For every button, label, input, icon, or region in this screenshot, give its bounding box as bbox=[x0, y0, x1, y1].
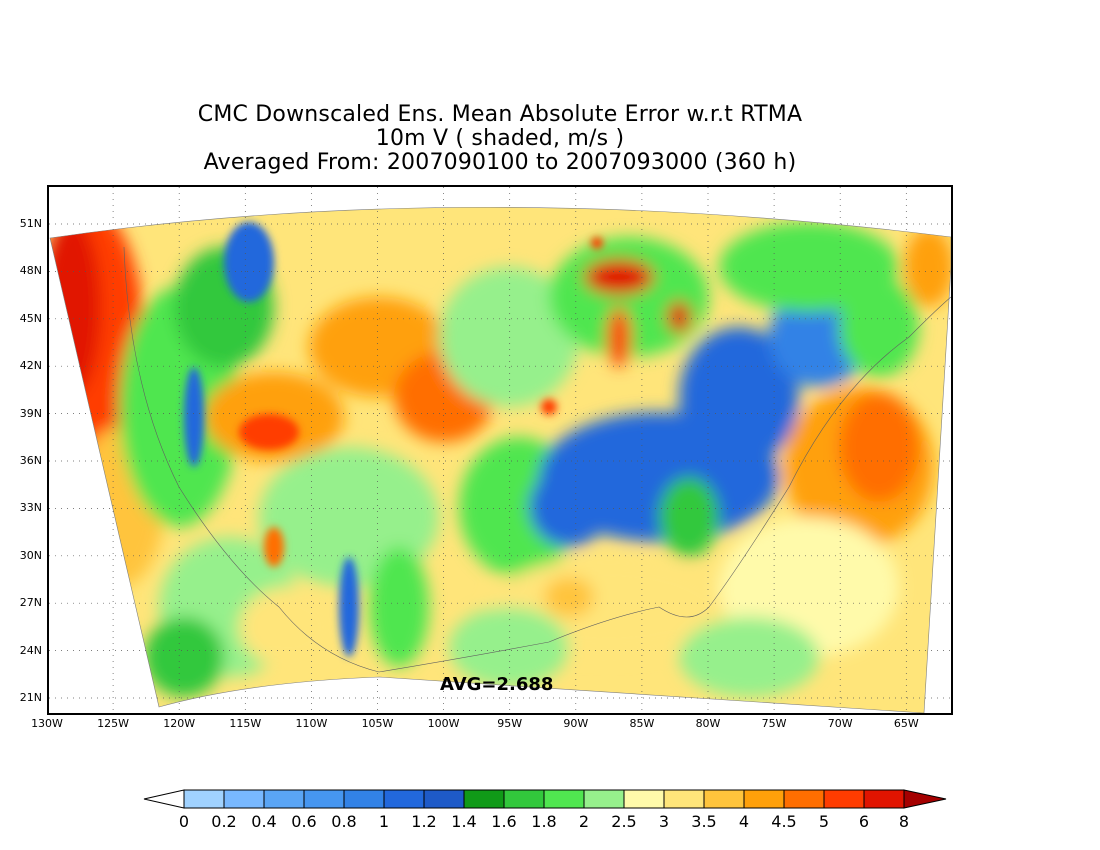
colorbar-level-label: 1 bbox=[378, 812, 390, 831]
colorbar-over-triangle bbox=[903, 789, 947, 809]
lon-tick-label: 125W bbox=[97, 717, 130, 730]
colorbar bbox=[143, 789, 947, 809]
colorbar-level-label: 0.2 bbox=[211, 812, 237, 831]
colorbar-level-label: 5 bbox=[818, 812, 830, 831]
east-gulf-coastline bbox=[378, 296, 951, 673]
colorbar-swatch bbox=[303, 789, 345, 809]
domain-boundary bbox=[49, 206, 951, 713]
shaded-field bbox=[50, 207, 951, 713]
lon-tick-label: 115W bbox=[229, 717, 262, 730]
colorbar-swatch bbox=[583, 789, 625, 809]
average-label: AVG=2.688 bbox=[440, 674, 554, 695]
lon-tick-label: 110W bbox=[295, 717, 328, 730]
lon-tick-label: 65W bbox=[893, 717, 919, 730]
colorbar-level-label: 4.5 bbox=[771, 812, 797, 831]
colorbar-level-label: 8 bbox=[898, 812, 910, 831]
colorbar-swatch bbox=[743, 789, 785, 809]
lat-tick-label: 27N bbox=[19, 596, 42, 610]
colorbar-level-label: 2.5 bbox=[611, 812, 637, 831]
map-panel bbox=[47, 185, 953, 715]
colorbar-swatch bbox=[663, 789, 705, 809]
colorbar-swatch bbox=[423, 789, 465, 809]
lon-tick-label: 80W bbox=[695, 717, 721, 730]
lat-tick-label: 21N bbox=[19, 691, 42, 704]
colorbar-swatch bbox=[263, 789, 305, 809]
colorbar-swatch bbox=[223, 789, 265, 809]
error-map bbox=[49, 187, 951, 713]
colorbar-level-label: 4 bbox=[738, 812, 750, 831]
colorbar-swatch bbox=[783, 789, 825, 809]
colorbar-level-label: 0.8 bbox=[331, 812, 357, 831]
map-subtitle-period: Averaged From: 2007090100 to 2007093000 … bbox=[203, 150, 797, 175]
colorbar-level-label: 0 bbox=[178, 812, 190, 831]
lon-tick-label: 95W bbox=[497, 717, 523, 730]
lon-tick-label: 120W bbox=[163, 717, 196, 730]
colorbar-level-label: 1.6 bbox=[491, 812, 517, 831]
colorbar-level-label: 3 bbox=[658, 812, 670, 831]
lat-tick-label: 45N bbox=[19, 311, 42, 325]
lon-tick-label: 75W bbox=[761, 717, 787, 730]
colorbar-swatch bbox=[863, 789, 905, 809]
colorbar-level-label: 1.4 bbox=[451, 812, 477, 831]
colorbar-level-label: 2 bbox=[578, 812, 590, 831]
lon-tick-label: 90W bbox=[563, 717, 589, 730]
west-coastline bbox=[123, 246, 380, 673]
colorbar-swatch bbox=[463, 789, 505, 809]
colorbar-level-label: 0.6 bbox=[291, 812, 317, 831]
colorbar-level-label: 6 bbox=[858, 812, 870, 831]
lat-tick-label: 36N bbox=[19, 454, 42, 467]
colorbar-level-label: 3.5 bbox=[691, 812, 717, 831]
map-subtitle-variable: 10m V ( shaded, m/s ) bbox=[375, 126, 625, 151]
lat-tick-label: 30N bbox=[19, 548, 42, 562]
lat-tick-label: 42N bbox=[19, 359, 42, 373]
lat-tick-label: 51N bbox=[19, 217, 42, 230]
colorbar-under-triangle bbox=[143, 789, 185, 809]
colorbar-level-label: 1.2 bbox=[411, 812, 437, 831]
lon-tick-label: 70W bbox=[827, 717, 853, 730]
colorbar-swatch bbox=[503, 789, 545, 809]
colorbar-swatch bbox=[543, 789, 585, 809]
lon-tick-label: 105W bbox=[361, 717, 394, 730]
colorbar-swatch bbox=[623, 789, 665, 809]
lat-tick-label: 33N bbox=[19, 501, 42, 515]
lon-tick-label: 100W bbox=[427, 717, 460, 730]
colorbar-swatch bbox=[383, 789, 425, 809]
lon-tick-label: 130W bbox=[31, 717, 63, 730]
lat-lon-grid bbox=[49, 187, 951, 713]
lat-tick-label: 39N bbox=[19, 406, 42, 420]
colorbar-swatch bbox=[823, 789, 865, 809]
colorbar-swatch bbox=[343, 789, 385, 809]
colorbar-level-label: 0.4 bbox=[251, 812, 277, 831]
lat-tick-label: 48N bbox=[19, 264, 42, 278]
lat-tick-label: 24N bbox=[19, 643, 42, 657]
colorbar-swatch bbox=[183, 789, 225, 809]
map-title: CMC Downscaled Ens. Mean Absolute Error … bbox=[197, 102, 803, 127]
lon-tick-label: 85W bbox=[629, 717, 655, 730]
colorbar-swatch bbox=[703, 789, 745, 809]
colorbar-level-label: 1.8 bbox=[531, 812, 557, 831]
